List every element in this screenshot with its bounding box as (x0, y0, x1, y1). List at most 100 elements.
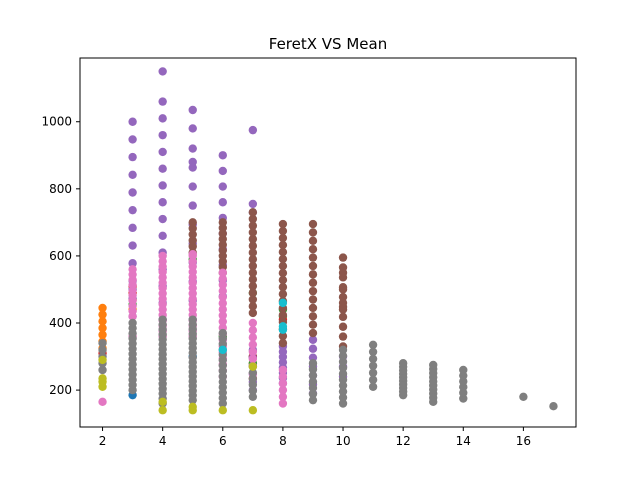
data-point-series-6 (218, 286, 227, 296)
y-tick-label: 400 (49, 316, 72, 330)
data-point-series-4 (308, 344, 318, 353)
data-point-series-7 (248, 374, 258, 383)
data-point-series-8 (188, 402, 197, 412)
data-point-series-6 (248, 318, 258, 328)
data-point-series-5 (308, 278, 318, 287)
data-point-series-4 (128, 170, 137, 179)
y-tick-label: 1000 (41, 115, 72, 129)
data-point-series-9 (278, 322, 288, 331)
data-point-series-7 (398, 359, 408, 368)
data-point-series-7 (308, 377, 318, 386)
data-point-series-4 (218, 198, 227, 207)
x-tick-label: 4 (159, 434, 167, 448)
data-point-series-4 (218, 182, 227, 191)
data-point-series-5 (308, 270, 318, 279)
data-point-series-5 (308, 236, 318, 246)
data-point-series-5 (308, 245, 318, 254)
data-point-series-7 (308, 371, 318, 380)
data-point-series-6 (278, 399, 288, 408)
data-point-series-8 (218, 406, 227, 415)
data-point-series-5 (308, 303, 318, 313)
data-point-series-7 (218, 328, 227, 338)
data-point-series-9 (278, 298, 288, 308)
data-point-series-7 (338, 351, 348, 361)
data-point-series-4 (158, 181, 167, 190)
data-point-series-4 (308, 335, 318, 344)
data-point-series-4 (158, 164, 167, 173)
data-point-series-5 (248, 268, 258, 277)
data-point-series-5 (248, 295, 258, 304)
data-point-series-7 (248, 380, 258, 389)
data-point-series-7 (429, 360, 438, 370)
data-point-series-4 (158, 114, 167, 123)
data-point-series-4 (188, 124, 197, 133)
data-point-series-7 (338, 387, 348, 396)
data-point-series-5 (248, 234, 258, 244)
data-point-series-7 (98, 365, 107, 375)
data-point-series-6 (278, 385, 288, 395)
data-point-series-5 (338, 322, 348, 331)
data-point-series-7 (308, 383, 318, 393)
data-point-series-4 (158, 97, 167, 106)
data-point-series-5 (338, 305, 348, 314)
data-point-series-7 (549, 402, 558, 411)
x-tick-label: 2 (99, 434, 107, 448)
data-point-series-5 (338, 285, 348, 294)
data-point-series-7 (308, 395, 318, 405)
data-point-series-7 (338, 375, 348, 384)
x-tick-label: 12 (396, 434, 411, 448)
data-point-series-7 (248, 392, 258, 402)
data-point-series-7 (248, 368, 258, 377)
data-point-series-4 (188, 144, 197, 153)
data-point-series-5 (308, 261, 318, 271)
data-point-series-6 (218, 317, 227, 326)
data-point-series-6 (218, 274, 227, 284)
data-point-series-4 (128, 135, 137, 144)
data-point-series-6 (188, 250, 197, 259)
data-point-series-8 (248, 406, 258, 415)
data-point-series-5 (278, 247, 288, 257)
data-point-series-4 (248, 125, 258, 135)
data-point-series-5 (278, 275, 288, 285)
data-point-series-7 (308, 359, 318, 368)
data-point-series-4 (188, 105, 197, 115)
x-tick-label: 14 (456, 434, 471, 448)
data-point-series-5 (338, 312, 348, 322)
data-point-series-7 (128, 318, 137, 328)
data-point-series-4 (128, 188, 137, 197)
data-point-series-6 (128, 265, 137, 274)
data-point-series-5 (308, 295, 318, 304)
data-point-series-6 (248, 340, 258, 349)
data-point-series-6 (158, 251, 167, 261)
data-point-series-5 (278, 268, 288, 278)
data-point-series-7 (338, 393, 348, 402)
data-point-series-7 (519, 392, 528, 402)
data-point-series-5 (248, 208, 258, 217)
data-point-series-5 (278, 261, 288, 271)
data-point-series-8 (98, 355, 107, 365)
data-point-series-7 (188, 315, 197, 324)
data-point-series-5 (278, 226, 288, 236)
data-point-series-4 (188, 182, 197, 191)
data-point-series-6 (98, 397, 107, 407)
data-point-series-7 (368, 375, 378, 384)
data-point-series-1 (98, 317, 107, 326)
points-layer (98, 67, 558, 415)
data-point-series-6 (218, 280, 227, 290)
data-point-series-4 (128, 223, 137, 233)
data-point-series-5 (308, 286, 318, 296)
data-point-series-1 (98, 323, 107, 333)
data-point-series-7 (459, 365, 468, 375)
data-point-series-4 (128, 152, 137, 162)
data-point-series-7 (98, 338, 107, 348)
data-point-series-7 (338, 357, 348, 366)
y-tick-label: 200 (49, 383, 72, 397)
data-point-series-6 (248, 354, 258, 364)
data-point-series-5 (248, 221, 258, 230)
data-point-series-4 (158, 130, 167, 140)
data-point-series-7 (368, 347, 378, 356)
data-point-series-4 (218, 151, 227, 160)
data-point-series-5 (278, 240, 288, 250)
